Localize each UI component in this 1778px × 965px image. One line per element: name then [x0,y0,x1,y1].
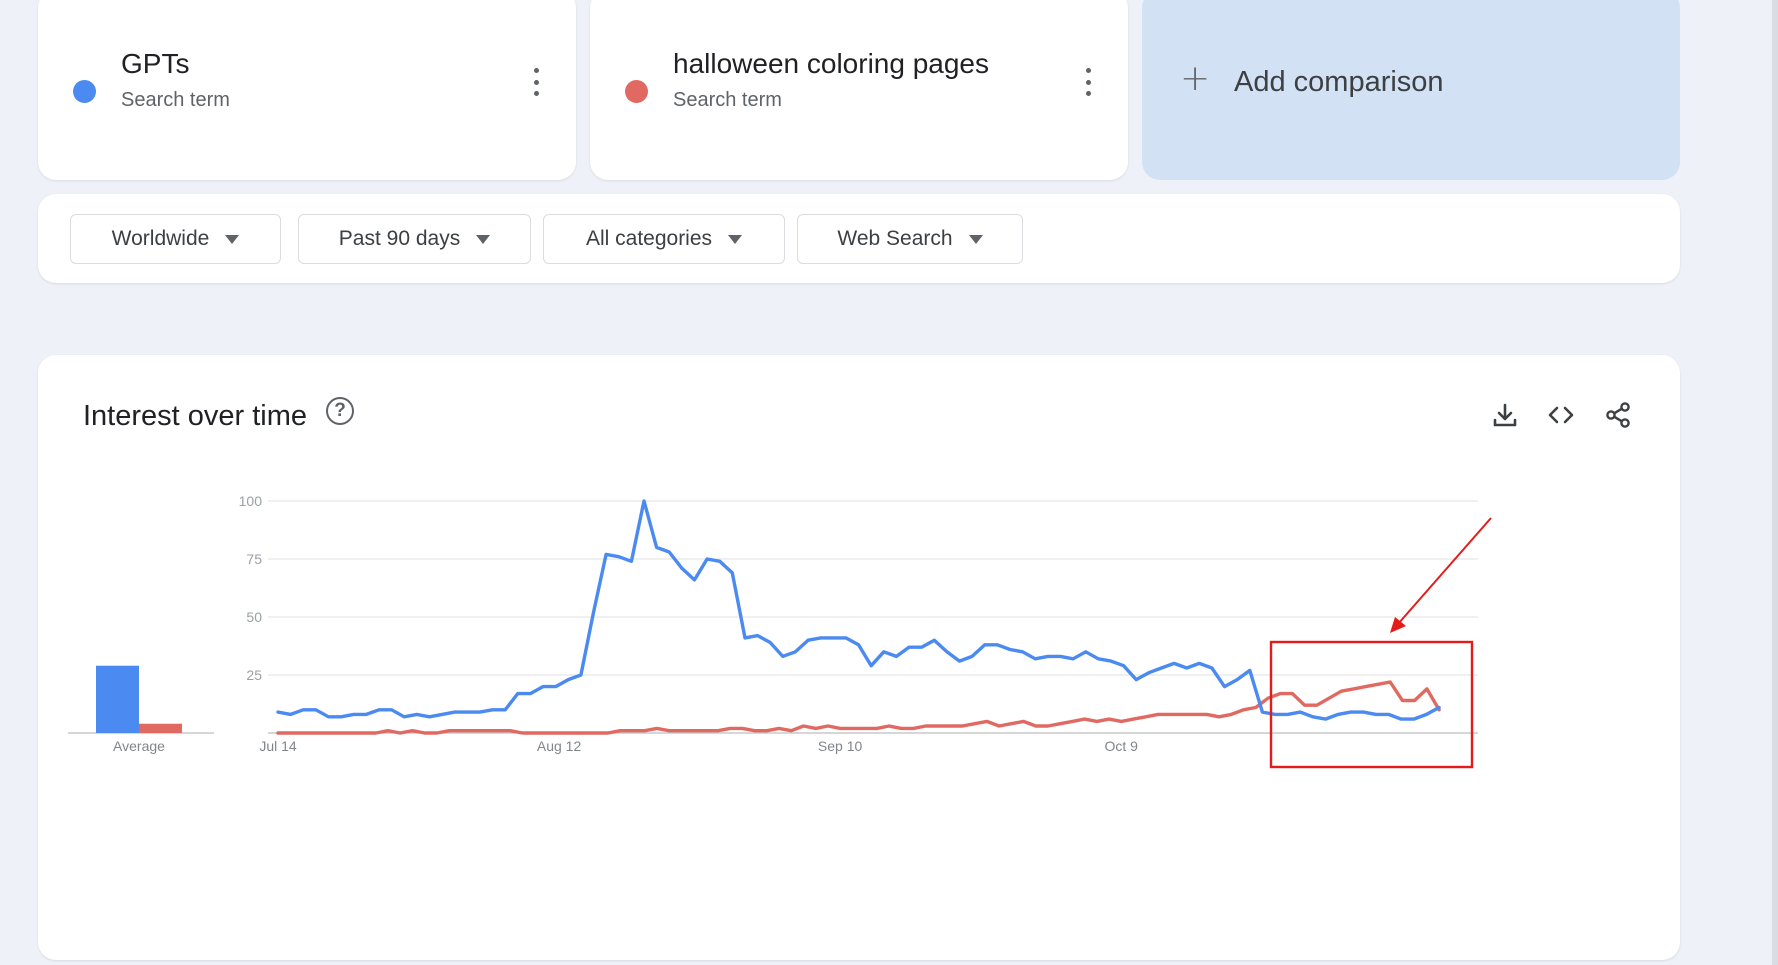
filter-label: Web Search [837,227,953,250]
download-icon[interactable] [1490,400,1520,430]
term-subtitle: Search term [673,89,782,111]
panel-title: Interest over time [83,400,308,432]
x-tick-label: Oct 9 [1104,738,1138,754]
average-bar-gpts [96,665,139,733]
y-tick-label: 25 [246,667,262,683]
filters-bar: Worldwide Past 90 days All categories We… [38,194,1680,283]
annotation-arrow-shaft [1397,517,1492,625]
more-options-icon[interactable] [530,68,542,96]
filter-category[interactable]: All categories [543,214,785,264]
term-card-halloween[interactable]: halloween coloring pages Search term [590,0,1128,180]
interest-over-time-panel: Interest over time ? 25 50 75 100 Jul 14 Aug … [38,355,1680,960]
dropdown-caret-icon [225,234,240,244]
page-scrollbar[interactable] [1772,0,1778,965]
share-icon[interactable] [1603,400,1633,430]
annotation-highlight-box [1269,640,1474,769]
term-subtitle: Search term [121,89,230,111]
filter-time-range[interactable]: Past 90 days [298,214,531,264]
add-comparison-label: Add comparison [1234,66,1444,98]
plus-icon: + [1180,58,1211,99]
dropdown-caret-icon [476,234,491,244]
term-name: halloween coloring pages [673,48,989,79]
dropdown-caret-icon [728,234,743,244]
filter-label: All categories [585,227,713,250]
average-bar-halloween [139,723,182,733]
annotation-arrow-head [1390,617,1406,633]
embed-code-icon[interactable] [1546,400,1576,430]
series-line-gpts [276,499,1441,721]
filter-label: Worldwide [111,227,210,250]
x-tick-label: Aug 12 [537,738,582,754]
dropdown-caret-icon [968,234,983,244]
y-tick-label: 100 [239,493,263,509]
interest-line-chart: 25 50 75 100 Jul 14 Aug 12 Sep 10 Oct 9 Average [68,493,1492,769]
filter-label: Past 90 days [338,227,461,250]
filter-search-type[interactable]: Web Search [797,214,1023,264]
x-tick-label: Jul 14 [259,738,297,754]
term-color-dot [625,80,648,103]
filter-location[interactable]: Worldwide [70,214,281,264]
series-line-halloween [276,680,1441,735]
question-circle-icon[interactable]: ? [326,397,354,425]
x-tick-label: Sep 10 [818,738,863,754]
term-color-dot [73,80,96,103]
more-options-icon[interactable] [1082,68,1094,96]
explore-header-area: GPTs Search term halloween coloring page… [0,0,1778,320]
y-tick-label: 50 [246,609,262,625]
average-label: Average [113,738,165,754]
term-name: GPTs [121,48,190,79]
term-card-gpts[interactable]: GPTs Search term [38,0,576,180]
y-tick-label: 75 [246,551,262,567]
add-comparison-button[interactable]: + Add comparison [1142,0,1680,180]
